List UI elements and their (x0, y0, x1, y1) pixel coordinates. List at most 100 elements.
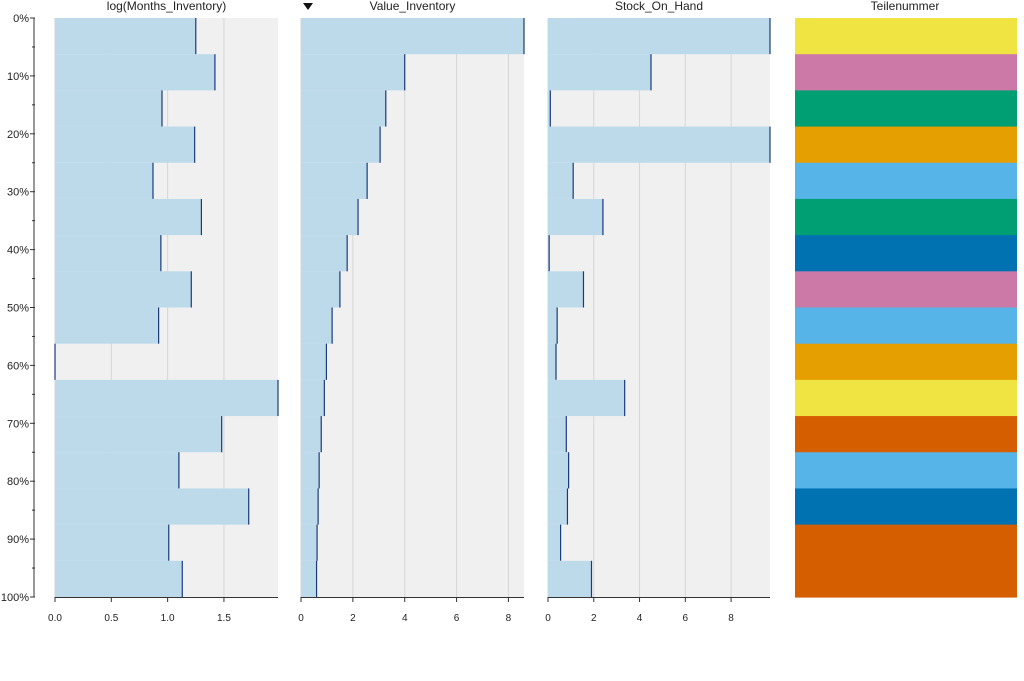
bar[interactable] (301, 416, 322, 453)
row-axis-tick-label: 100% (1, 592, 29, 604)
row-axis-tick-label: 90% (7, 534, 29, 546)
column-title[interactable]: Stock_On_Hand (615, 0, 703, 13)
bar[interactable] (548, 524, 561, 561)
row-axis-tick-label: 40% (7, 245, 29, 257)
bar[interactable] (55, 452, 179, 489)
bar[interactable] (548, 416, 567, 453)
bar[interactable] (548, 90, 551, 127)
bar[interactable] (548, 271, 584, 308)
category-column-panel: Teilenummer (795, 0, 1017, 598)
x-axis-tick-label: 1.5 (217, 613, 231, 624)
x-axis-tick-label: 4 (402, 613, 408, 624)
bar[interactable] (55, 54, 215, 91)
bar[interactable] (301, 90, 386, 127)
bar[interactable] (301, 271, 340, 308)
x-axis-tick-label: 0.0 (48, 613, 62, 624)
category-cell[interactable] (795, 235, 1017, 272)
x-axis-tick-label: 0 (545, 613, 551, 624)
bar[interactable] (301, 524, 318, 561)
category-cell[interactable] (795, 162, 1017, 200)
column-title[interactable]: Teilenummer (871, 0, 940, 13)
x-axis-tick-label: 0 (298, 613, 304, 624)
bar[interactable] (548, 162, 574, 199)
bar[interactable] (548, 343, 557, 380)
category-cell[interactable] (795, 560, 1017, 598)
panel-background (548, 18, 770, 597)
bar[interactable] (548, 18, 770, 55)
bar[interactable] (548, 307, 558, 344)
bar[interactable] (55, 271, 192, 308)
x-axis-tick-label: 6 (454, 613, 460, 624)
bar[interactable] (548, 54, 651, 91)
x-axis-tick-label: 0.5 (104, 613, 118, 624)
bar[interactable] (55, 307, 159, 344)
row-axis-tick-label: 0% (13, 13, 29, 25)
bar[interactable] (301, 198, 359, 236)
category-cell[interactable] (795, 271, 1017, 309)
bar[interactable] (301, 307, 333, 344)
bar[interactable] (548, 379, 625, 417)
bar[interactable] (55, 18, 196, 55)
bar[interactable] (301, 488, 319, 525)
row-percent-axis: 0% 10% 20% 30% 40% 50% 60% 70% 80% 90% 100% (1, 13, 35, 604)
bar[interactable] (55, 162, 153, 199)
category-cell[interactable] (795, 379, 1017, 417)
column-panel: log(Months_Inventory) 0.0 0.5 1.0 1.5 (48, 0, 279, 624)
row-axis-tick-label: 80% (7, 476, 29, 488)
column-title[interactable]: Value_Inventory (370, 0, 456, 13)
x-axis-tick-label: 2 (591, 613, 597, 624)
bar[interactable] (55, 560, 183, 597)
category-cell[interactable] (795, 90, 1017, 128)
category-cell[interactable] (795, 343, 1017, 381)
column-title[interactable]: log(Months_Inventory) (107, 0, 226, 13)
category-cell[interactable] (795, 198, 1017, 236)
x-axis-tick-label: 1.0 (161, 613, 175, 624)
bar[interactable] (548, 126, 770, 163)
row-axis-tick-label: 10% (7, 71, 29, 83)
row-axis-tick-label: 20% (7, 129, 29, 141)
bar[interactable] (55, 126, 195, 163)
bar[interactable] (301, 162, 368, 199)
bar[interactable] (301, 379, 325, 417)
column-panel: Stock_On_Hand 0 2 4 6 8 (545, 0, 771, 624)
category-cell[interactable] (795, 126, 1017, 164)
bar[interactable] (55, 488, 249, 525)
category-cell[interactable] (795, 452, 1017, 490)
sort-descending-icon[interactable] (303, 3, 313, 10)
bar[interactable] (301, 452, 320, 489)
x-axis-tick-label: 6 (683, 613, 689, 624)
row-axis-tick-label: 70% (7, 418, 29, 430)
x-axis-tick-label: 4 (637, 613, 643, 624)
category-cell[interactable] (795, 54, 1017, 91)
x-axis-tick-label: 8 (728, 613, 734, 624)
category-cell[interactable] (795, 488, 1017, 526)
bar[interactable] (548, 452, 569, 489)
bar[interactable] (301, 235, 348, 272)
x-axis-tick-label: 8 (506, 613, 512, 624)
bar[interactable] (548, 488, 568, 525)
bar[interactable] (548, 560, 592, 597)
category-cell[interactable] (795, 524, 1017, 562)
bar[interactable] (301, 18, 524, 55)
bar[interactable] (55, 379, 278, 417)
bar[interactable] (55, 524, 169, 561)
row-axis-tick-label: 30% (7, 187, 29, 199)
x-axis-tick-label: 2 (350, 613, 356, 624)
bar[interactable] (301, 343, 327, 380)
column-panel: Value_Inventory 0 2 4 6 8 (298, 0, 525, 624)
column-panels: log(Months_Inventory) 0.0 0.5 1.0 1.5 Value_I… (48, 0, 1017, 624)
bar[interactable] (55, 416, 222, 453)
category-cell[interactable] (795, 416, 1017, 453)
bar[interactable] (301, 126, 381, 163)
category-cell[interactable] (795, 307, 1017, 345)
bar[interactable] (548, 198, 603, 236)
bar[interactable] (301, 54, 405, 91)
bar[interactable] (55, 198, 202, 236)
row-axis-tick-label: 50% (7, 303, 29, 315)
bar[interactable] (55, 90, 162, 127)
bar[interactable] (301, 560, 317, 597)
row-axis-tick-label: 60% (7, 360, 29, 372)
category-cell[interactable] (795, 18, 1017, 55)
bar[interactable] (55, 235, 161, 272)
